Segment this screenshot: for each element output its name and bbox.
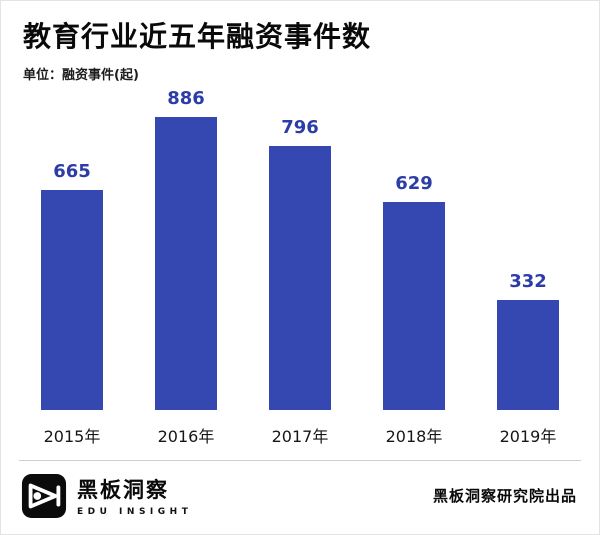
x-axis-label: 2016年 <box>157 427 215 446</box>
edu-insight-logo-icon <box>21 473 67 519</box>
x-axis-label: 2019年 <box>499 427 557 446</box>
bar-column: 332 2019年 <box>471 271 585 447</box>
credit-text: 黑板洞察研究院出品 <box>432 487 577 505</box>
bar <box>497 300 559 410</box>
bar <box>269 146 331 410</box>
x-axis-label: 2015年 <box>43 427 101 446</box>
bar-chart: 665 2015年 886 2016年 796 2017年 629 2018年 332 2019年 <box>1 88 599 447</box>
bar-column: 665 2015年 <box>15 161 129 447</box>
chart-header: 教育行业近五年融资事件数 单位：融资事件(起) <box>1 1 599 83</box>
bar <box>383 202 445 410</box>
chart-unit-label: 单位：融资事件(起) <box>23 68 139 83</box>
bar-column: 886 2016年 <box>129 88 243 447</box>
brand-name: 黑板洞察 <box>77 478 169 502</box>
bar-value-label: 332 <box>509 271 547 292</box>
bar <box>41 190 103 410</box>
bar <box>155 117 217 410</box>
x-axis-label: 2017年 <box>271 427 329 446</box>
bar-value-label: 886 <box>167 88 205 109</box>
bar-column: 796 2017年 <box>243 117 357 447</box>
x-axis-label: 2018年 <box>385 427 443 446</box>
chart-title: 教育行业近五年融资事件数 <box>23 20 372 53</box>
bar-value-label: 796 <box>281 117 319 138</box>
bar-value-label: 629 <box>395 173 433 194</box>
brand-text: 黑板洞察 EDU INSIGHT <box>77 474 192 517</box>
bar-value-label: 665 <box>53 161 91 182</box>
brand-subtitle: EDU INSIGHT <box>77 507 193 517</box>
brand-block: 黑板洞察 EDU INSIGHT <box>21 473 192 519</box>
footer: 黑板洞察 EDU INSIGHT 黑板洞察研究院出品 <box>1 461 599 534</box>
bar-column: 629 2018年 <box>357 173 471 447</box>
footer-divider <box>19 460 581 461</box>
